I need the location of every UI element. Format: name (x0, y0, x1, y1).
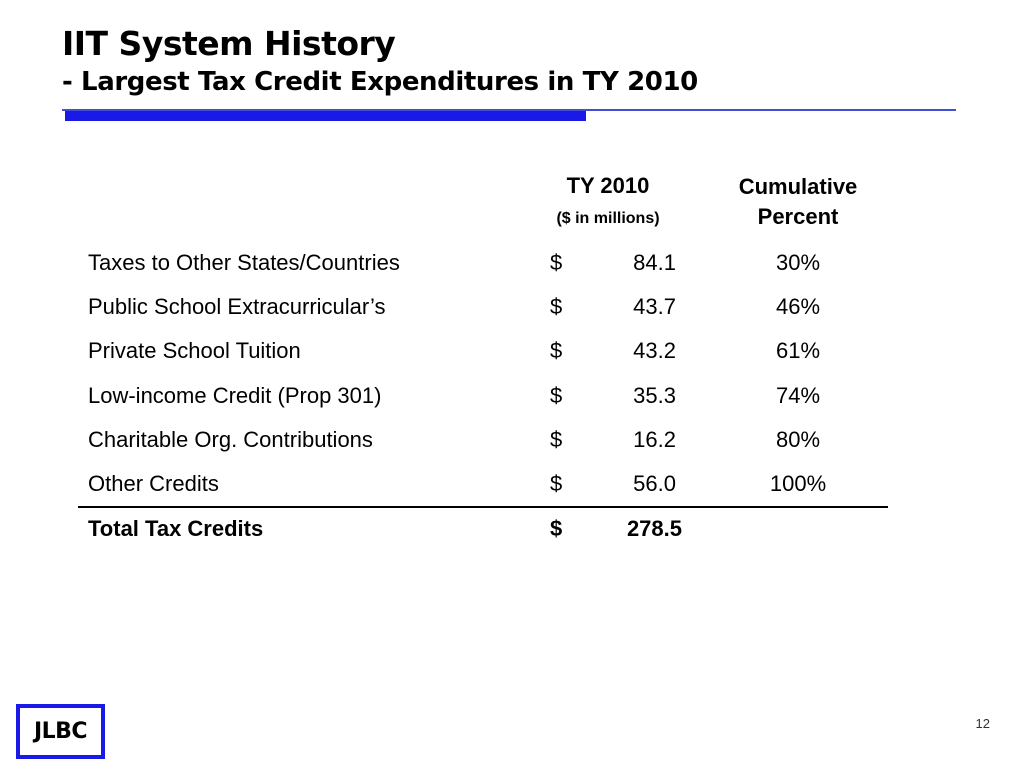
total-divider (78, 506, 888, 508)
row-amount: 56.0 (633, 471, 676, 496)
row-label: Taxes to Other States/Countries (88, 250, 400, 275)
row-label: Private School Tuition (88, 338, 301, 363)
column-subheader-millions: ($ in millions) (556, 210, 660, 227)
table-total-row: Total Tax Credits $ 278.5 (78, 507, 888, 551)
row-currency: $ (550, 250, 563, 275)
row-label: Charitable Org. Contributions (88, 427, 373, 452)
slide-subtitle: - Largest Tax Credit Expenditures in TY … (62, 67, 698, 97)
row-amount: 43.2 (633, 338, 676, 363)
row-percent: 100% (769, 471, 827, 496)
row-percent: 74% (775, 383, 821, 408)
slide-title-block: IIT System History - Largest Tax Credit … (62, 24, 698, 100)
table-row: Private School Tuition $ 43.2 61% (78, 329, 888, 373)
total-currency: $ (550, 516, 563, 541)
row-label: Other Credits (88, 471, 219, 496)
title-underline-thick (65, 111, 586, 121)
table-row: Charitable Org. Contributions $ 16.2 80% (78, 418, 888, 462)
row-currency: $ (550, 427, 563, 452)
table-row: Public School Extracurricular’s $ 43.7 4… (78, 285, 888, 329)
column-header-percent: Percent (757, 204, 839, 229)
jlbc-logo: JLBC (16, 704, 105, 759)
row-currency: $ (550, 294, 563, 319)
row-amount: 43.7 (633, 294, 676, 319)
table-row: Other Credits $ 56.0 100% (78, 462, 888, 506)
row-amount: 16.2 (633, 427, 676, 452)
total-label: Total Tax Credits (88, 516, 264, 541)
row-percent: 30% (775, 250, 821, 275)
column-header-cumulative-percent: Cumulative Percent (718, 172, 878, 232)
page-number: 12 (975, 716, 990, 731)
title-underline-thin (62, 109, 956, 111)
row-percent: 61% (775, 338, 821, 363)
total-amount: 278.5 (626, 516, 682, 541)
row-amount: 84.1 (633, 250, 676, 275)
slide-title: IIT System History (62, 24, 396, 63)
row-label: Low-income Credit (Prop 301) (88, 383, 382, 408)
row-percent: 46% (775, 294, 821, 319)
table-row: Low-income Credit (Prop 301) $ 35.3 74% (78, 374, 888, 418)
row-currency: $ (550, 471, 563, 496)
row-percent: 80% (775, 427, 821, 452)
column-header-cumulative: Cumulative (738, 174, 858, 199)
row-amount: 35.3 (633, 383, 676, 408)
row-currency: $ (550, 383, 563, 408)
column-header-ty2010: TY 2010 (566, 173, 650, 198)
table-row: Taxes to Other States/Countries $ 84.1 3… (78, 241, 888, 285)
row-currency: $ (550, 338, 563, 363)
row-label: Public School Extracurricular’s (88, 294, 386, 319)
